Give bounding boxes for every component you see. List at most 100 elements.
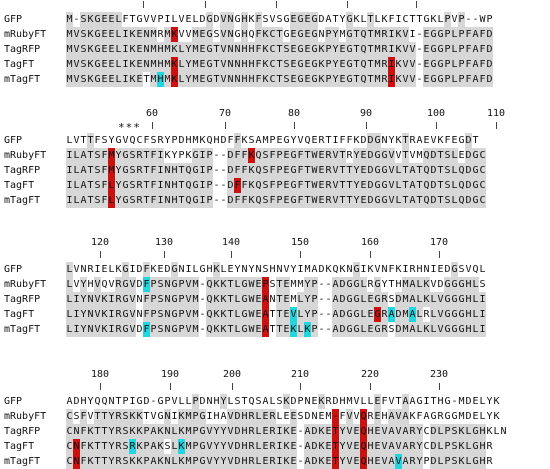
residue: K: [318, 42, 325, 57]
residue: L: [479, 264, 486, 275]
residue: V: [269, 14, 276, 25]
residue: T: [276, 42, 283, 57]
residue: S: [444, 178, 451, 193]
residue: T: [402, 193, 409, 208]
residue: M: [150, 57, 157, 72]
residue: H: [241, 424, 248, 439]
residue: G: [297, 12, 304, 27]
residue: S: [388, 324, 395, 335]
residue: G: [423, 14, 430, 25]
residue: Y: [304, 292, 311, 307]
residue: R: [325, 193, 332, 208]
residue: L: [269, 396, 276, 407]
residue: D: [339, 322, 346, 337]
protein-label: TagRFP: [4, 426, 41, 437]
residue: G: [206, 27, 213, 42]
residue: G: [353, 277, 360, 292]
residue: G: [444, 396, 451, 407]
residue: R: [248, 409, 255, 424]
residue: D: [290, 396, 297, 407]
residue: M: [150, 27, 157, 42]
residue: G: [430, 57, 437, 72]
residue: P: [192, 409, 199, 424]
residue: G: [374, 277, 381, 292]
residue: R: [136, 148, 143, 163]
residue: L: [451, 193, 458, 208]
residue: -: [325, 279, 332, 290]
residue: E: [360, 178, 367, 193]
residue: D: [367, 163, 374, 178]
residue: M: [192, 57, 199, 72]
residue: F: [255, 57, 262, 72]
residue: T: [213, 72, 220, 87]
residue: H: [241, 409, 248, 424]
protein-label: mTagFT: [4, 74, 41, 85]
residue: -: [73, 14, 80, 25]
position-tick: [439, 251, 440, 258]
residue: T: [178, 193, 185, 208]
residue: G: [311, 42, 318, 57]
residue: F: [465, 72, 472, 87]
residue: V: [150, 411, 157, 422]
residue: I: [73, 292, 80, 307]
residue: Y: [108, 409, 115, 424]
residue: L: [178, 396, 185, 407]
residue: I: [206, 411, 213, 422]
residue: V: [332, 193, 339, 208]
residue: E: [101, 57, 108, 72]
residue: P: [192, 454, 199, 469]
residue: A: [255, 135, 262, 146]
residue: H: [241, 12, 248, 27]
residue: E: [290, 72, 297, 87]
residue: M: [66, 27, 73, 42]
residue: E: [290, 424, 297, 439]
residue: C: [269, 27, 276, 42]
protein-label: TagRFP: [4, 294, 41, 305]
residue: V: [73, 264, 80, 275]
position-tick: [231, 251, 232, 258]
residue: L: [234, 277, 241, 292]
residue: N: [234, 72, 241, 87]
residue: R: [409, 135, 416, 146]
residue: E: [108, 57, 115, 72]
protein-label: mRubyFT: [4, 279, 47, 290]
residue: G: [381, 193, 388, 208]
residue: D: [339, 292, 346, 307]
residue: Q: [206, 307, 213, 322]
residue: S: [122, 439, 129, 454]
residue: K: [486, 426, 493, 437]
residue: E: [304, 12, 311, 27]
residue: D: [465, 163, 472, 178]
alignment-row: mTagFT M V S K G E E L I K E T M H M K L Y M E G T V N N H H F K C T S E G…: [0, 72, 550, 87]
residue: K: [178, 409, 185, 424]
residue: G: [381, 148, 388, 163]
residue: G: [381, 163, 388, 178]
residue: R: [115, 409, 122, 424]
residue: M: [66, 72, 73, 87]
residue: G: [430, 42, 437, 57]
residue: K: [129, 424, 136, 439]
residue: -: [325, 309, 332, 320]
residue: T: [395, 396, 402, 407]
residue: L: [395, 178, 402, 193]
residue: D: [430, 178, 437, 193]
residue: S: [451, 454, 458, 469]
residue: G: [458, 307, 465, 322]
residue: G: [171, 307, 178, 322]
residue: H: [80, 396, 87, 407]
residue: P: [262, 277, 269, 292]
residue: N: [227, 72, 234, 87]
residue: Y: [416, 424, 423, 439]
residue: T: [416, 14, 423, 25]
residue: M: [66, 42, 73, 57]
residue: G: [241, 307, 248, 322]
residue: E: [472, 411, 479, 422]
residue: A: [472, 27, 479, 42]
residue: V: [402, 57, 409, 72]
residue: F: [269, 193, 276, 208]
residue: A: [388, 307, 395, 322]
position-number: 190: [160, 369, 180, 380]
residue: T: [332, 439, 339, 454]
residue: F: [416, 411, 423, 422]
residue: E: [283, 292, 290, 307]
